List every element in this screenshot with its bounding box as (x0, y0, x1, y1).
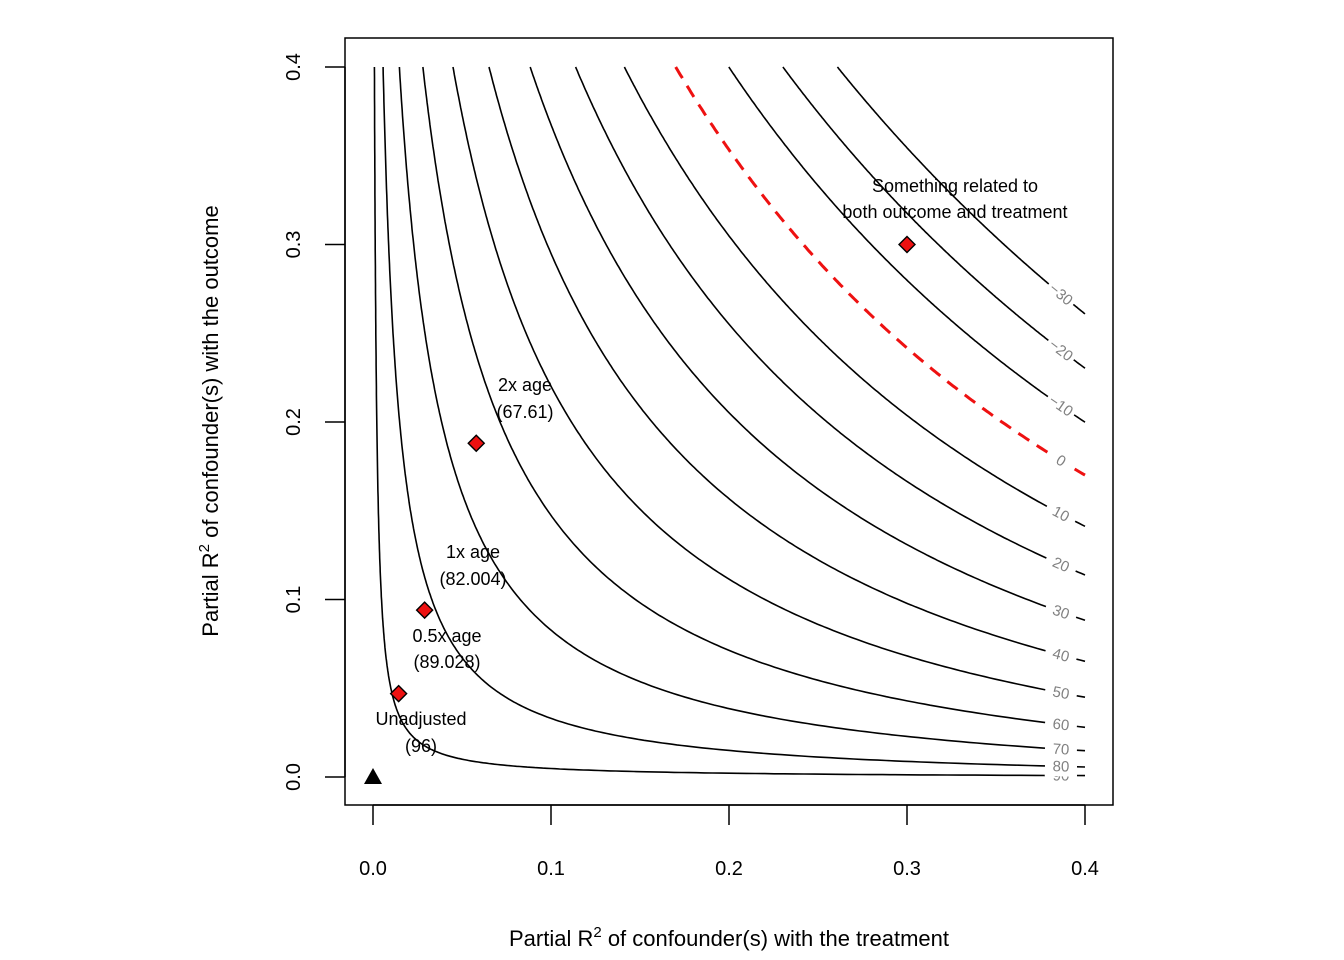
contour-label-bg (1042, 549, 1080, 581)
contour-line-80 (382, 66, 1086, 768)
contour-label-bg (1043, 680, 1079, 706)
contour-line--20 (782, 66, 1086, 369)
benchmark-label: 2x age (498, 375, 552, 395)
contour-label: 40 (1051, 645, 1071, 666)
contour-label-bg (1042, 497, 1080, 531)
y-tick-label: 0.4 (283, 53, 305, 81)
x-tick-label: 0.0 (359, 858, 387, 880)
y-tick-label: 0.2 (283, 408, 305, 436)
x-axis: 0.0 0.1 0.2 0.3 0.4 (359, 804, 1099, 880)
x-axis-title: Partial R2 of confounder(s) with the tre… (509, 924, 949, 951)
benchmark-value-label: (89.028) (413, 652, 480, 672)
x-tick-label: 0.4 (1071, 858, 1099, 880)
contour-label-bg (1044, 755, 1078, 777)
contour-line-10 (623, 66, 1086, 528)
plot-frame (344, 37, 1114, 806)
unadjusted-value-label: (96) (405, 736, 437, 756)
contour-line-20 (574, 66, 1086, 576)
threshold-contour-line (674, 66, 1086, 477)
contour-level-labels: 9080706050403020100−10−20−30 (1042, 276, 1080, 786)
contour-label: 70 (1052, 741, 1070, 759)
contour-line-60 (422, 66, 1086, 729)
benchmark-value-label: (67.61) (496, 402, 553, 422)
y-axis-title: Partial R2 of confounder(s) with the out… (196, 205, 223, 636)
benchmark-label: 1x age (446, 542, 500, 562)
x-tick-label: 0.2 (715, 858, 743, 880)
contour-line-70 (398, 66, 1086, 752)
contour-label-bg (1042, 276, 1080, 313)
benchmark-marker (467, 434, 486, 453)
unadjusted-marker (364, 768, 382, 784)
benchmark-value-label: both outcome and treatment (842, 202, 1067, 222)
contour-line--30 (836, 66, 1086, 315)
contour-line-50 (452, 66, 1086, 698)
x-tick-label: 0.3 (893, 858, 921, 880)
contour-label: 30 (1050, 602, 1071, 624)
contour-label-bg (1042, 443, 1080, 478)
threshold-contour (674, 66, 1086, 477)
y-axis: 0.0 0.1 0.2 0.3 0.4 (283, 53, 346, 791)
contour-label-bg (1042, 641, 1079, 669)
contour-label-bg (1042, 332, 1080, 368)
y-tick-label: 0.0 (283, 763, 305, 791)
y-tick-label: 0.3 (283, 231, 305, 259)
benchmark-label: Something related to (872, 176, 1038, 196)
contour-label: 50 (1051, 683, 1071, 703)
contour-line--10 (728, 66, 1086, 423)
contour-label-bg (1042, 597, 1080, 627)
benchmark-label: 0.5x age (412, 626, 481, 646)
contour-line-90 (373, 66, 1086, 777)
contour-label: 80 (1052, 758, 1069, 775)
benchmark-marker (415, 601, 434, 620)
contour-label: 60 (1052, 716, 1071, 735)
contour-label-bg (1043, 712, 1079, 737)
contour-line-40 (488, 66, 1086, 663)
contour-label-bg (1042, 388, 1080, 424)
y-tick-label: 0.1 (283, 586, 305, 614)
benchmark-marker (389, 684, 408, 703)
contour-line-30 (529, 66, 1086, 622)
contour-label-bg (1044, 738, 1078, 761)
x-tick-label: 0.1 (537, 858, 565, 880)
unadjusted-label: Unadjusted (375, 709, 466, 729)
benchmark-markers: Unadjusted (96) 0.5x age (89.028) 1x age (82.… (364, 176, 1068, 784)
contour-label: 10 (1049, 503, 1072, 526)
benchmark-marker (898, 235, 916, 254)
benchmark-value-label: (82.004) (439, 569, 506, 589)
contour-lines (373, 66, 1086, 777)
contour-label: 20 (1050, 554, 1072, 576)
